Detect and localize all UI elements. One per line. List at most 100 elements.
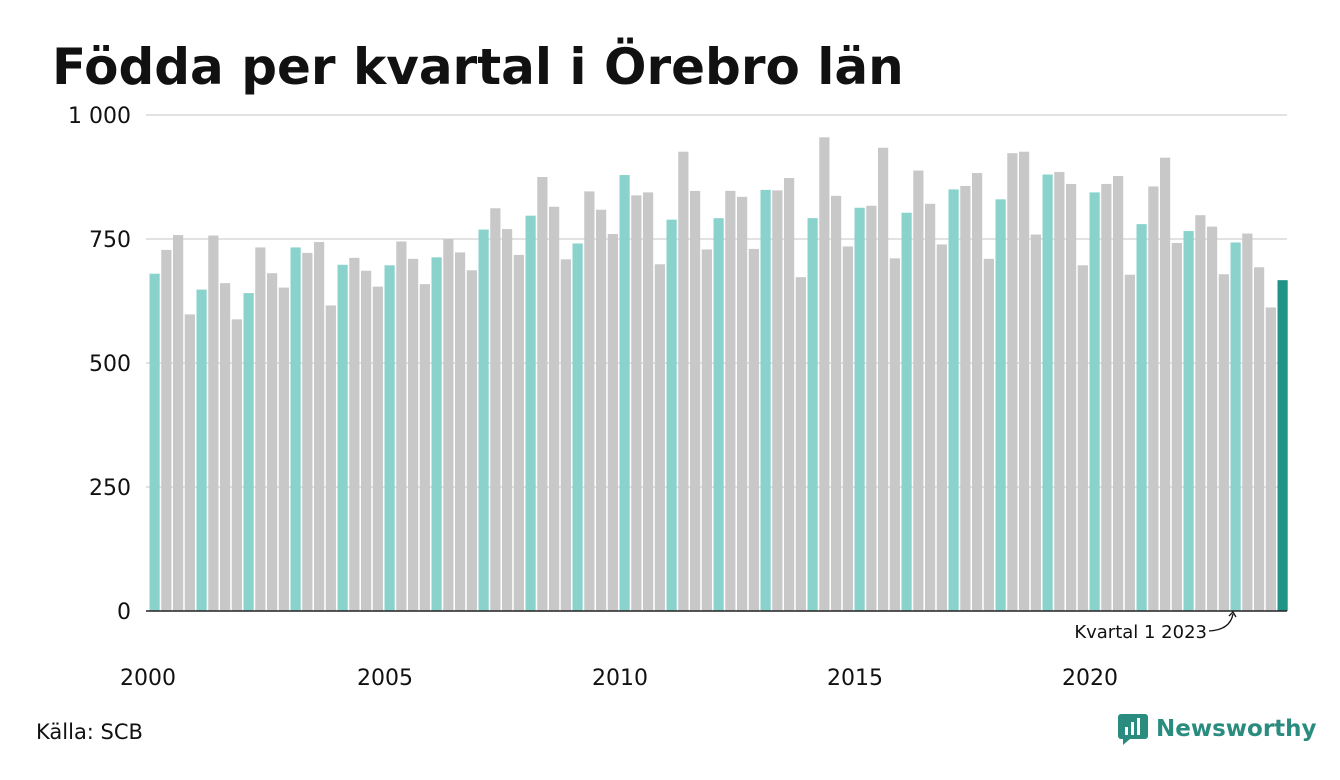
bar — [1066, 183, 1077, 611]
bar — [537, 177, 548, 611]
x-tick-label: 2020 — [1062, 666, 1118, 691]
bar — [1183, 231, 1194, 611]
bar — [1030, 234, 1041, 611]
bar — [1113, 176, 1124, 611]
y-tick-label: 1 000 — [68, 104, 131, 129]
bar — [196, 289, 207, 611]
bar — [631, 195, 642, 612]
bar — [278, 287, 289, 611]
bar — [255, 247, 266, 611]
bar — [831, 195, 842, 611]
bar — [513, 254, 524, 611]
bar — [1160, 157, 1171, 611]
bar — [1148, 186, 1159, 611]
bar — [325, 305, 336, 611]
bar — [455, 252, 466, 611]
bar — [807, 218, 818, 611]
bar — [572, 243, 583, 612]
y-tick-label: 250 — [89, 476, 131, 501]
bar — [748, 248, 759, 612]
bar — [314, 241, 325, 611]
bar — [784, 177, 795, 611]
bar — [878, 147, 889, 611]
bar — [1019, 151, 1030, 612]
bar — [925, 203, 936, 611]
bar — [1054, 172, 1065, 612]
source-note: Källa: SCB — [36, 720, 143, 744]
bar — [854, 207, 865, 611]
bar — [1254, 267, 1265, 611]
bars — [149, 137, 1288, 612]
y-tick-label: 750 — [89, 228, 131, 253]
bar — [184, 314, 195, 611]
y-tick-label: 0 — [117, 600, 131, 625]
bar — [713, 218, 724, 611]
bar — [267, 273, 278, 611]
bar — [666, 219, 677, 611]
brand-name: Newsworthy — [1156, 716, 1317, 742]
bar — [725, 190, 736, 611]
bar — [1124, 274, 1135, 611]
bar — [866, 205, 877, 611]
axes: 0 250 500 750 1 000 2000 2005 2010 2015 2020 — [68, 104, 1287, 691]
newsworthy-logo-icon — [1118, 714, 1148, 745]
bar — [1077, 265, 1088, 611]
bar — [337, 264, 348, 611]
bar — [1136, 224, 1147, 611]
bar — [972, 173, 983, 612]
bar — [995, 199, 1006, 611]
bar — [901, 212, 912, 611]
bar — [431, 257, 442, 611]
bar — [443, 239, 454, 611]
bar — [1089, 192, 1100, 611]
bar — [502, 229, 513, 611]
x-tick-label: 2010 — [592, 666, 648, 691]
bar — [173, 235, 184, 612]
bar — [419, 284, 430, 611]
annotation-arrow — [1208, 613, 1234, 632]
bar — [1007, 153, 1018, 611]
bar — [1218, 274, 1229, 611]
bar — [1171, 242, 1182, 611]
bar — [478, 229, 489, 612]
bar — [1042, 174, 1053, 611]
bar — [795, 277, 806, 611]
bar — [396, 241, 407, 612]
bar — [220, 283, 231, 611]
bar — [960, 185, 971, 612]
bar — [678, 151, 689, 612]
bar — [361, 270, 372, 611]
y-tick-label: 500 — [89, 352, 131, 377]
annotations: Kvartal 1 2023 — [1074, 610, 1237, 643]
x-tick-label: 2000 — [120, 666, 176, 691]
bar — [842, 246, 853, 611]
x-tick-label: 2005 — [357, 666, 413, 691]
bar — [913, 170, 924, 611]
bar — [290, 247, 301, 611]
bar — [525, 215, 536, 612]
bar — [208, 235, 219, 611]
bar — [349, 257, 360, 611]
bar — [302, 252, 313, 611]
bar — [737, 196, 748, 611]
bar — [408, 258, 419, 611]
chart-title: Födda per kvartal i Örebro län — [52, 38, 904, 96]
bar — [584, 191, 595, 611]
bar — [1242, 233, 1253, 611]
bar — [607, 234, 618, 612]
annotation-arrowhead — [1228, 610, 1237, 618]
annotation-label: Kvartal 1 2023 — [1074, 622, 1207, 643]
bar — [1277, 280, 1288, 611]
bar — [690, 190, 701, 611]
bar — [619, 175, 630, 612]
bar — [701, 249, 712, 611]
bar — [1265, 307, 1276, 611]
bar — [936, 244, 947, 611]
bar — [231, 319, 242, 611]
bar — [1101, 183, 1112, 611]
bar — [243, 293, 254, 611]
bar — [149, 273, 160, 611]
brand-logo: Newsworthy — [1118, 712, 1317, 746]
bar — [372, 286, 383, 611]
